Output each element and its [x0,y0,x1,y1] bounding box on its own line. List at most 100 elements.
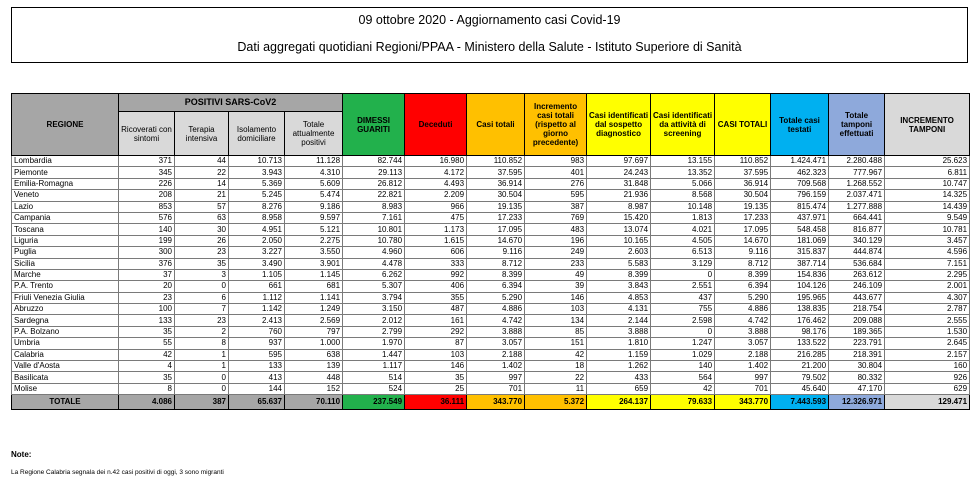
table-cell: 387 [524,200,588,213]
table-cell: 4.742 [466,314,526,327]
table-cell: 5.121 [283,223,344,236]
table-cell: 11 [524,382,588,396]
table-cell: 10.801 [342,223,406,236]
table-cell: 387.714 [770,257,830,270]
table-cell: 10.780 [342,234,406,248]
table-row: Sicilia 376 35 3.490 3.901 4.478 333 8.712 233 5.… [11,257,971,270]
table-cell: 13.352 [650,166,716,179]
table-cell: 226 [118,177,175,191]
table-cell: 1.810 [586,337,652,350]
table-cell: 1.142 [228,303,285,316]
table-cell: 340.129 [828,234,886,248]
table-cell: 181.069 [770,234,830,248]
table-cell: 151 [524,337,588,350]
table-cell: 6.513 [650,246,716,259]
table-cell: 144 [228,382,285,396]
table-row: Friuli Venezia Giulia 23 6 1.112 1.141 3.794 3… [11,291,971,305]
table-cell: 1.159 [586,348,652,362]
table-cell: 661 [228,280,285,293]
table-cell: 42 [524,348,588,362]
table-cell: 315.837 [770,246,830,259]
totals-cell: 79.633 [650,394,716,411]
region-name: Puglia [11,246,119,259]
table-cell: 21.200 [770,360,830,373]
table-cell: 44 [174,154,229,168]
table-cell: 98.176 [770,325,830,339]
table-cell: 209.088 [828,314,886,327]
table-cell: 15.420 [586,211,652,225]
table-cell: 0 [174,280,229,293]
table-cell: 97.697 [586,154,652,168]
table-cell: 2.188 [714,348,772,362]
table-cell: 19.135 [714,200,772,213]
table-cell: 2 [174,325,229,339]
table-cell: 35 [404,371,468,384]
table-cell: 138.835 [770,303,830,316]
table-cell: 25.623 [884,154,971,168]
table-cell: 4.960 [342,246,406,259]
table-cell: 3.843 [586,280,652,293]
col-deceduti: Deceduti [404,93,468,156]
table-cell: 462.323 [770,166,830,179]
table-cell: 22 [174,166,229,179]
table-cell: 638 [283,348,344,362]
table-cell: 13.074 [586,223,652,236]
table-row: Emilia-Romagna 226 14 5.369 5.609 26.812 4.493… [11,177,971,191]
table-cell: 133.522 [770,337,830,350]
region-name: Calabria [11,348,119,362]
table-cell: 4.021 [650,223,716,236]
table-cell: 9.186 [283,200,344,213]
table-cell: 3.057 [714,337,772,350]
table-cell: 23 [174,314,229,327]
table-body: Lombardia 371 44 10.713 11.128 82.744 16.980 11… [11,154,971,411]
table-cell: 1.813 [650,211,716,225]
table-cell: 30 [174,223,229,236]
table-cell: 2.050 [228,234,285,248]
table-cell: 1.117 [342,360,406,373]
table-cell: 2.037.471 [828,189,886,202]
table-cell: 35 [174,257,229,270]
table-cell: 777.967 [828,166,886,179]
table-cell: 37.595 [714,166,772,179]
table-cell: 0 [174,382,229,396]
table-cell: 433 [586,371,652,384]
table-cell: 5.290 [466,291,526,305]
table-row: Piemonte 345 22 3.943 4.310 29.113 4.172 37.595… [11,166,971,179]
table-cell: 1.424.471 [770,154,830,168]
table-cell: 6.394 [714,280,772,293]
totals-cell: 5.372 [524,394,588,411]
table-cell: 14.670 [466,234,526,248]
totals-cell: 7.443.593 [770,394,830,411]
table-cell: 371 [118,154,175,168]
table-cell: 0 [650,268,716,282]
table-cell: 406 [404,280,468,293]
table-cell: 11.128 [283,154,344,168]
table-cell: 4 [118,360,175,373]
table-cell: 2.799 [342,325,406,339]
report-title: 09 ottobre 2020 - Aggiornamento casi Cov… [358,13,621,27]
table-cell: 0 [650,325,716,339]
table-cell: 4.886 [714,303,772,316]
table-cell: 49 [524,268,588,282]
region-name: Piemonte [11,166,119,179]
table-cell: 8.712 [466,257,526,270]
col-terapia: Terapia intensiva [174,111,229,156]
table-cell: 8 [118,382,175,396]
col-testati: Totale casi testati [770,93,830,156]
table-cell: 8.568 [650,189,716,202]
table-cell: 36.914 [714,177,772,191]
table-cell: 709.568 [770,177,830,191]
table-cell: 17.233 [466,211,526,225]
table-cell: 246.109 [828,280,886,293]
table-cell: 133 [118,314,175,327]
region-name: Lombardia [11,154,119,168]
table-cell: 2.188 [466,348,526,362]
table-cell: 1.145 [283,268,344,282]
notes-text: La Regione Calabria segnala dei n.42 cas… [11,469,224,476]
table-row: Lombardia 371 44 10.713 11.128 82.744 16.980 11… [11,154,971,168]
table-cell: 2.598 [650,314,716,327]
region-name: Sardegna [11,314,119,327]
table-cell: 483 [524,223,588,236]
table-cell: 1.970 [342,337,406,350]
table-cell: 3.550 [283,246,344,259]
